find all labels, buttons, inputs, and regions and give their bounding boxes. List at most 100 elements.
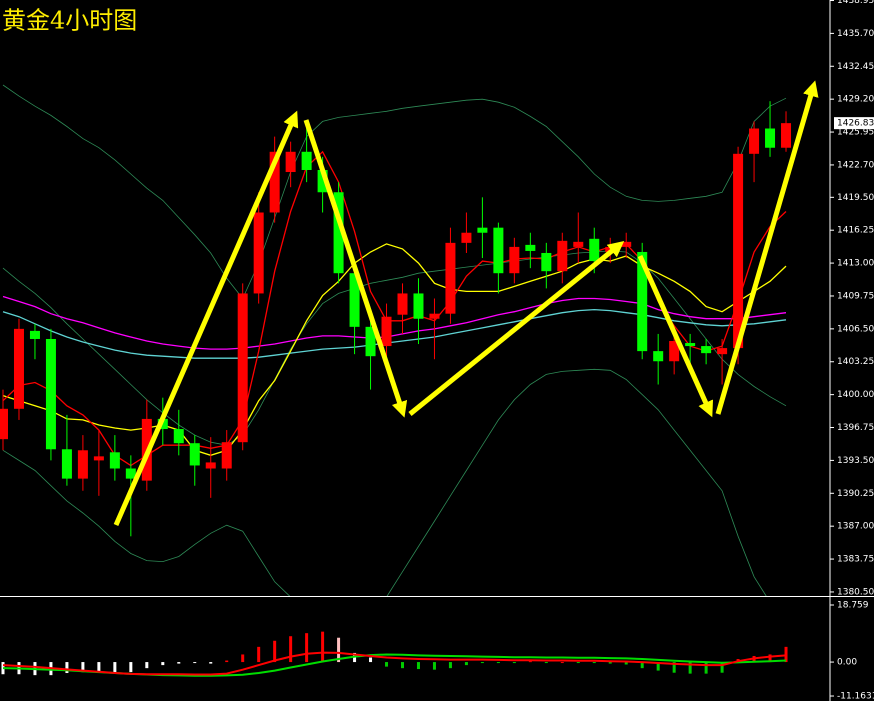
histogram-bar xyxy=(225,660,229,663)
candle-body xyxy=(445,242,456,314)
candle-body xyxy=(253,212,264,294)
candle-body xyxy=(541,252,552,272)
candle-body xyxy=(429,313,440,319)
histogram-bar xyxy=(305,633,309,663)
y-tick-label: 18.759 xyxy=(837,600,869,610)
candle-body xyxy=(349,273,360,327)
candle-body xyxy=(61,449,72,479)
main-plot xyxy=(0,84,792,596)
candle-body xyxy=(269,151,280,213)
y-tick-label: 1403.25 xyxy=(837,357,874,367)
histogram-bar xyxy=(560,662,564,664)
y-tick-label: -11.1631 xyxy=(837,692,874,701)
histogram-bar xyxy=(321,631,325,663)
candle-body xyxy=(205,462,216,469)
candle-body xyxy=(781,123,792,148)
candle-body xyxy=(13,328,24,409)
candle-body xyxy=(317,169,328,193)
candle-body xyxy=(461,232,472,243)
histogram-bar xyxy=(656,662,660,671)
histogram-bar xyxy=(480,662,484,664)
histogram-bar xyxy=(209,662,213,664)
histogram-bar xyxy=(432,662,436,670)
y-tick-label: 1393.50 xyxy=(837,456,874,466)
candle-body xyxy=(381,316,392,347)
y-tick-label: 1435.70 xyxy=(837,29,874,39)
histogram-bar xyxy=(337,637,341,663)
candle-body xyxy=(621,241,632,247)
histogram-bar xyxy=(608,662,612,664)
candle-body xyxy=(525,244,536,251)
histogram-bar xyxy=(113,662,117,673)
indicator-line xyxy=(2,84,787,300)
indicator-line xyxy=(2,368,767,596)
candle-body xyxy=(509,246,520,274)
histogram-bar xyxy=(720,662,724,673)
histogram-bar xyxy=(273,640,277,663)
price-axis: 1438.95 1435.70 1432.45 1429.20 1425.95 1422.… xyxy=(830,0,874,701)
histogram-bar xyxy=(369,657,373,663)
histogram-bar xyxy=(512,662,516,664)
histogram-bar xyxy=(129,662,133,673)
histogram-bar xyxy=(416,662,420,670)
histogram-bar xyxy=(193,662,197,664)
histogram-bar xyxy=(65,662,69,674)
last-price-box xyxy=(834,117,874,130)
histogram-bar xyxy=(401,662,404,669)
y-tick-label: 1422.70 xyxy=(837,160,874,170)
y-tick-label: 1380.50 xyxy=(837,587,874,597)
y-tick-label: 1419.50 xyxy=(837,193,874,203)
candle-body xyxy=(557,240,568,272)
y-tick-label: 1438.95 xyxy=(837,0,874,6)
y-tick-label: 1390.25 xyxy=(837,489,874,499)
candle-body xyxy=(109,452,120,469)
arrow xyxy=(408,240,625,416)
histogram-bar xyxy=(241,654,245,663)
histogram-bar xyxy=(528,661,532,663)
histogram-bar xyxy=(97,662,101,672)
macd-plot xyxy=(1,631,788,677)
candle-body xyxy=(669,341,680,362)
indicator-line xyxy=(2,250,787,446)
arrow xyxy=(715,80,819,415)
histogram-bar xyxy=(688,662,692,674)
y-tick-label: 0.00 xyxy=(837,658,857,668)
candle-body xyxy=(333,192,344,274)
histogram-bar xyxy=(448,662,452,669)
candle-body xyxy=(477,227,488,233)
candle-body xyxy=(77,450,88,479)
arrow xyxy=(113,110,299,527)
histogram-bar xyxy=(81,662,85,673)
candle-body xyxy=(237,293,248,443)
candle-body xyxy=(397,293,408,315)
histogram-bar xyxy=(177,662,181,664)
y-tick-label: 1387.00 xyxy=(837,522,874,532)
histogram-bar xyxy=(289,636,293,663)
y-tick-label: 1400.00 xyxy=(837,390,874,400)
y-tick-label: 1432.45 xyxy=(837,62,874,72)
candle-body xyxy=(125,468,136,479)
candle-body xyxy=(653,351,664,362)
candle-body xyxy=(365,326,376,357)
candle-body xyxy=(717,348,728,355)
candle-body xyxy=(573,241,584,247)
y-tick-label: 1416.25 xyxy=(837,226,874,236)
y-tick-label: 1406.50 xyxy=(837,324,874,334)
histogram-bar xyxy=(496,662,500,664)
y-tick-label: 1425.95 xyxy=(837,128,874,138)
indicator-line xyxy=(2,295,787,350)
histogram-bar xyxy=(768,654,772,663)
candle-body xyxy=(29,330,40,339)
candle-body xyxy=(765,128,776,148)
arrow xyxy=(637,254,714,418)
candle-body xyxy=(733,153,744,349)
candle-body xyxy=(589,238,600,262)
histogram-bar xyxy=(385,662,389,667)
indicator-line xyxy=(2,150,787,467)
candle-body xyxy=(301,151,312,170)
candle-body xyxy=(413,293,424,319)
y-tick-label: 1409.75 xyxy=(837,291,874,301)
candle-body xyxy=(189,443,200,466)
